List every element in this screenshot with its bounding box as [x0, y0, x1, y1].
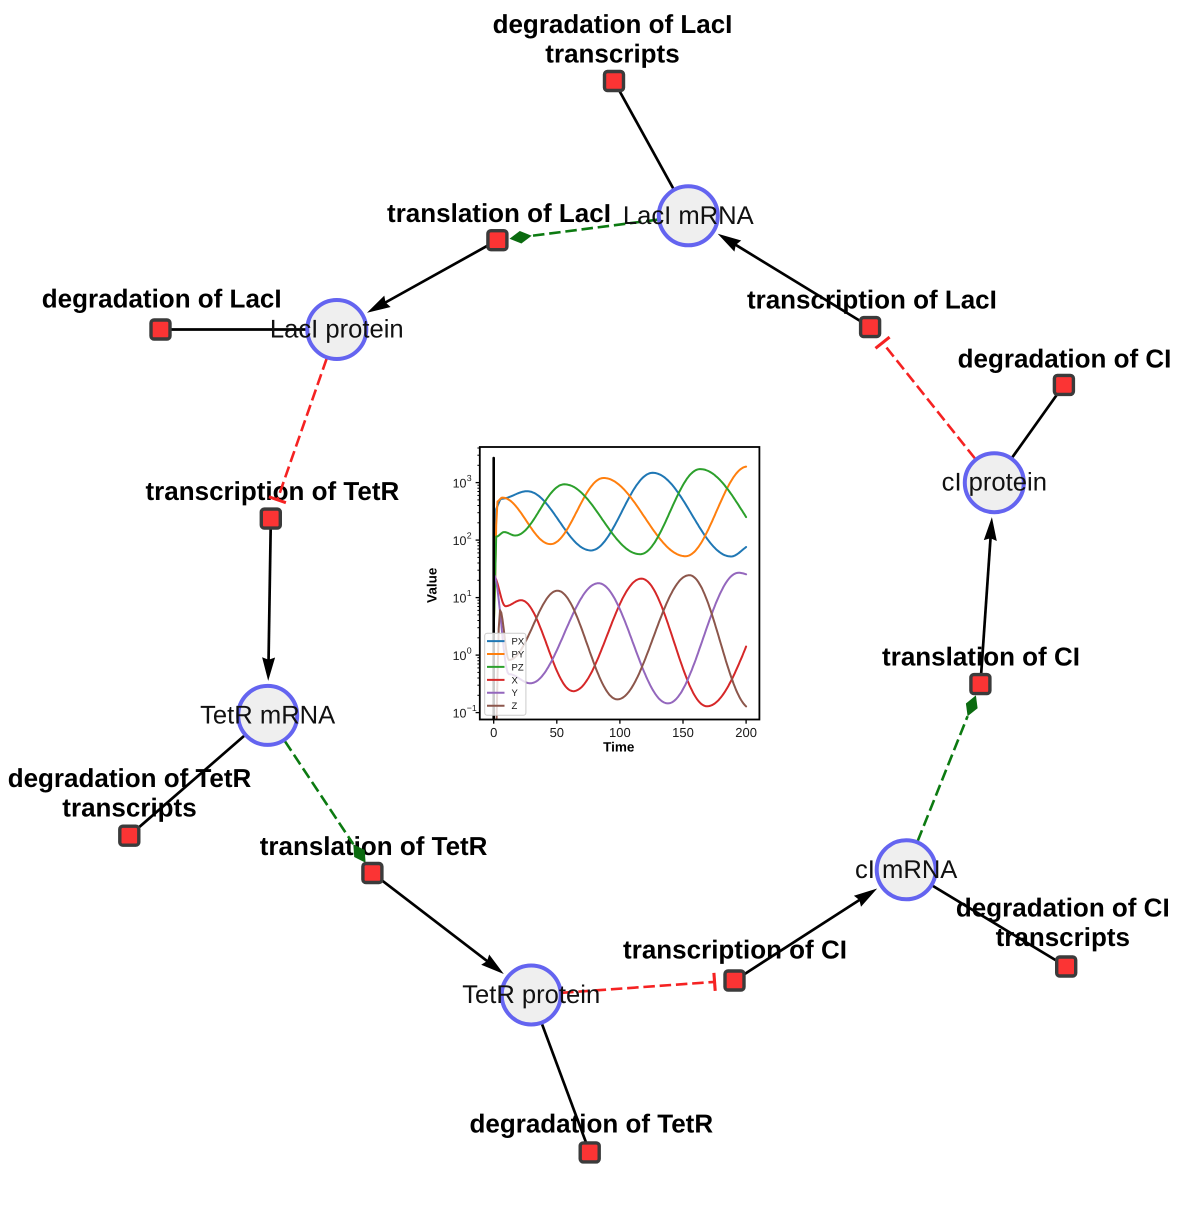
svg-text:3: 3 [467, 473, 472, 483]
svg-text:−1: −1 [467, 703, 477, 713]
svg-text:transcripts: transcripts [62, 793, 196, 823]
svg-text:150: 150 [672, 725, 694, 740]
svg-text:translation of LacI: translation of LacI [387, 198, 611, 228]
svg-text:degradation of LacI: degradation of LacI [493, 9, 733, 39]
svg-text:degradation of LacI: degradation of LacI [42, 284, 282, 314]
svg-text:100: 100 [609, 725, 631, 740]
svg-text:degradation of CI: degradation of CI [956, 893, 1170, 923]
svg-text:Y: Y [512, 688, 519, 699]
svg-text:10: 10 [453, 477, 467, 491]
svg-text:0: 0 [490, 725, 497, 740]
svg-text:cI protein: cI protein [942, 469, 1047, 497]
svg-text:1: 1 [467, 588, 472, 598]
svg-text:degradation of TetR: degradation of TetR [8, 763, 252, 793]
svg-text:0: 0 [467, 646, 472, 656]
svg-text:transcription of LacI: transcription of LacI [747, 284, 997, 314]
svg-text:10: 10 [453, 707, 467, 721]
svg-text:TetR mRNA: TetR mRNA [200, 701, 336, 729]
svg-text:Time: Time [603, 740, 635, 755]
svg-text:cI mRNA: cI mRNA [855, 856, 958, 884]
svg-text:Z: Z [512, 701, 518, 712]
svg-text:Value: Value [424, 567, 439, 603]
svg-text:50: 50 [550, 725, 564, 740]
svg-text:transcription of TetR: transcription of TetR [146, 476, 400, 506]
svg-text:PZ: PZ [512, 662, 524, 673]
svg-text:transcripts: transcripts [545, 39, 679, 69]
svg-text:200: 200 [735, 725, 757, 740]
svg-text:TetR protein: TetR protein [462, 981, 600, 1009]
svg-text:translation of TetR: translation of TetR [260, 831, 488, 861]
svg-text:PY: PY [512, 649, 525, 660]
svg-text:10: 10 [453, 534, 467, 548]
svg-text:X: X [512, 675, 519, 686]
svg-text:10: 10 [453, 649, 467, 663]
svg-text:LacI mRNA: LacI mRNA [623, 202, 755, 230]
svg-text:degradation of CI: degradation of CI [958, 344, 1172, 374]
svg-text:transcription of CI: transcription of CI [623, 935, 847, 965]
svg-text:PX: PX [512, 637, 525, 648]
svg-text:2: 2 [467, 531, 472, 541]
svg-text:LacI protein: LacI protein [270, 316, 404, 344]
svg-text:degradation of TetR: degradation of TetR [469, 1109, 713, 1139]
svg-text:10: 10 [453, 592, 467, 606]
